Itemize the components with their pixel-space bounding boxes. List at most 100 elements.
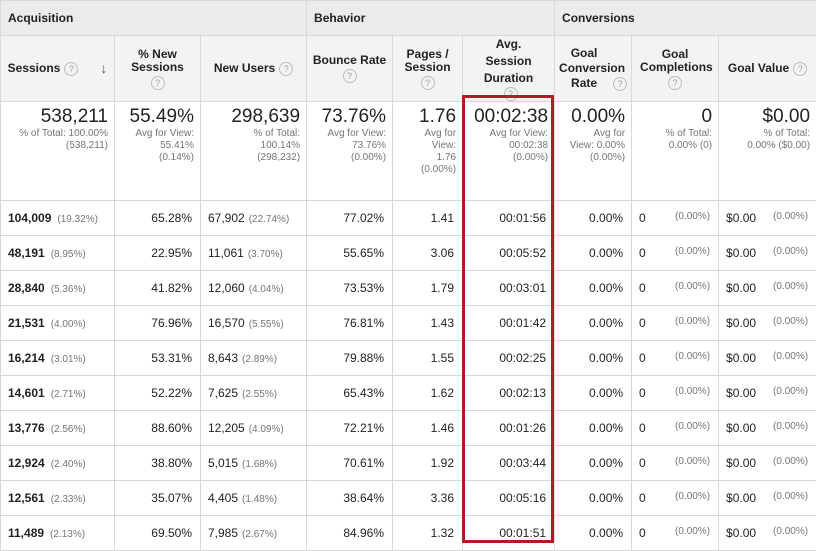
sessions-value: 48,191 (8, 246, 45, 260)
cell-goal-completions: 0(0.00%) (632, 376, 719, 411)
cell-bounce-rate: 70.61% (307, 446, 393, 481)
cell-new-users: 7,625(2.55%) (201, 376, 307, 411)
goal-value-percent: (0.00%) (773, 456, 808, 467)
total-note: % of Total: 100.00% (1, 128, 108, 140)
data-rows: 104,009(19.32%)65.28%67,902(22.74%)77.02… (1, 201, 816, 551)
total-note: (0.00%) (393, 164, 456, 176)
col-header-bounce-rate[interactable]: Bounce Rate? (307, 36, 393, 102)
help-icon[interactable]: ? (504, 87, 518, 101)
goal-value-percent: (0.00%) (773, 351, 808, 362)
goal-value: $0.00 (719, 421, 756, 435)
help-icon[interactable]: ? (613, 77, 627, 91)
new-users-percent: (2.89%) (242, 354, 277, 365)
col-header-label: Pages / Session (403, 48, 453, 74)
new-users-percent: (4.04%) (249, 284, 284, 295)
table-row[interactable]: 21,531(4.00%)76.96%16,570(5.55%)76.81%1.… (1, 306, 816, 341)
group-conversions: Conversions (555, 1, 816, 36)
completions-percent: (0.00%) (675, 421, 710, 432)
cell-pages-session: 1.46 (393, 411, 463, 446)
col-header-goal-value[interactable]: Goal Value? (719, 36, 816, 102)
col-header-pages-session[interactable]: Pages / Session? (393, 36, 463, 102)
new-users-value: 4,405 (208, 491, 238, 505)
help-icon[interactable]: ? (421, 76, 435, 90)
table-row[interactable]: 14,601(2.71%)52.22%7,625(2.55%)65.43%1.6… (1, 376, 816, 411)
total-value: 298,639 (201, 106, 300, 128)
goal-value-percent: (0.00%) (773, 246, 808, 257)
col-header-goal-conv-rate[interactable]: Goal Conversion Rate? (555, 36, 632, 102)
table-row[interactable]: 48,191(8.95%)22.95%11,061(3.70%)55.65%3.… (1, 236, 816, 271)
cell-goal-conv-rate: 0.00% (555, 236, 632, 271)
group-acquisition: Acquisition (1, 1, 307, 36)
sort-down-icon[interactable]: ↓ (100, 62, 107, 75)
total-note: Avg for View: (307, 128, 386, 140)
cell-bounce-rate: 38.64% (307, 481, 393, 516)
help-icon[interactable]: ? (64, 62, 78, 76)
new-users-percent: (2.55%) (242, 389, 277, 400)
col-header-sessions[interactable]: Sessions?↓ (1, 36, 115, 102)
cell-avg-duration: 00:02:13 (463, 376, 555, 411)
table-row[interactable]: 28,840(5.36%)41.82%12,060(4.04%)73.53%1.… (1, 271, 816, 306)
cell-avg-duration: 00:01:51 (463, 516, 555, 551)
cell-goal-completions: 0(0.00%) (632, 201, 719, 236)
cell-sessions: 16,214(3.01%) (1, 341, 115, 376)
sessions-percent: (2.13%) (50, 529, 85, 540)
table-row[interactable]: 16,214(3.01%)53.31%8,643(2.89%)79.88%1.5… (1, 341, 816, 376)
table-row[interactable]: 11,489(2.13%)69.50%7,985(2.67%)84.96%1.3… (1, 516, 816, 551)
help-icon[interactable]: ? (668, 76, 682, 90)
new-users-percent: (4.09%) (249, 424, 284, 435)
cell-bounce-rate: 73.53% (307, 271, 393, 306)
cell-sessions: 48,191(8.95%) (1, 236, 115, 271)
cell-bounce-rate: 84.96% (307, 516, 393, 551)
col-header-label: Goal Completions (640, 48, 710, 74)
cell-goal-value: $0.00(0.00%) (719, 306, 816, 341)
col-header-label: New Users (214, 61, 275, 75)
cell-pages-session: 3.06 (393, 236, 463, 271)
goal-value: $0.00 (719, 386, 756, 400)
total-note: (0.14%) (115, 152, 194, 164)
cell-bounce-rate: 77.02% (307, 201, 393, 236)
help-icon[interactable]: ? (343, 69, 357, 83)
sessions-percent: (3.01%) (51, 354, 86, 365)
cell-avg-duration: 00:01:26 (463, 411, 555, 446)
col-header-goal-completions[interactable]: Goal Completions? (632, 36, 719, 102)
goal-value-percent: (0.00%) (773, 526, 808, 537)
cell-goal-completions: 0(0.00%) (632, 306, 719, 341)
col-header-new-sessions[interactable]: % New Sessions? (115, 36, 201, 102)
goal-value: $0.00 (719, 281, 756, 295)
cell-new-users: 8,643(2.89%) (201, 341, 307, 376)
cell-goal-completions: 0(0.00%) (632, 481, 719, 516)
column-header-row: Sessions?↓ % New Sessions? New Users? Bo… (1, 36, 816, 102)
total-note: Avg for View: (115, 128, 194, 140)
total-value: 0 (632, 106, 712, 128)
col-header-avg-duration[interactable]: Avg. Session Duration? (463, 36, 555, 102)
help-icon[interactable]: ? (151, 76, 165, 90)
table-row[interactable]: 12,924(2.40%)38.80%5,015(1.68%)70.61%1.9… (1, 446, 816, 481)
cell-goal-conv-rate: 0.00% (555, 271, 632, 306)
col-header-label: Bounce Rate (313, 53, 386, 67)
cell-new-users: 12,205(4.09%) (201, 411, 307, 446)
cell-new-users: 5,015(1.68%) (201, 446, 307, 481)
cell-pages-session: 1.92 (393, 446, 463, 481)
total-note: 1.76 (393, 152, 456, 164)
total-note: 73.76% (307, 140, 386, 152)
completions-value: 0 (632, 491, 646, 505)
goal-value: $0.00 (719, 456, 756, 470)
cell-new-users: 67,902(22.74%) (201, 201, 307, 236)
table-row[interactable]: 13,776(2.56%)88.60%12,205(4.09%)72.21%1.… (1, 411, 816, 446)
total-note: % of Total: (201, 128, 300, 140)
help-icon[interactable]: ? (793, 62, 807, 76)
total-note: (538,211) (1, 140, 108, 152)
goal-value: $0.00 (719, 491, 756, 505)
cell-sessions: 21,531(4.00%) (1, 306, 115, 341)
sessions-percent: (19.32%) (57, 214, 98, 225)
goal-value-percent: (0.00%) (773, 421, 808, 432)
table-row[interactable]: 104,009(19.32%)65.28%67,902(22.74%)77.02… (1, 201, 816, 236)
help-icon[interactable]: ? (279, 62, 293, 76)
sessions-value: 21,531 (8, 316, 45, 330)
total-note: (0.00%) (555, 152, 625, 164)
total-note: Avg for (393, 128, 456, 140)
sessions-value: 13,776 (8, 421, 45, 435)
table-row[interactable]: 12,561(2.33%)35.07%4,405(1.48%)38.64%3.3… (1, 481, 816, 516)
completions-value: 0 (632, 386, 646, 400)
col-header-new-users[interactable]: New Users? (201, 36, 307, 102)
